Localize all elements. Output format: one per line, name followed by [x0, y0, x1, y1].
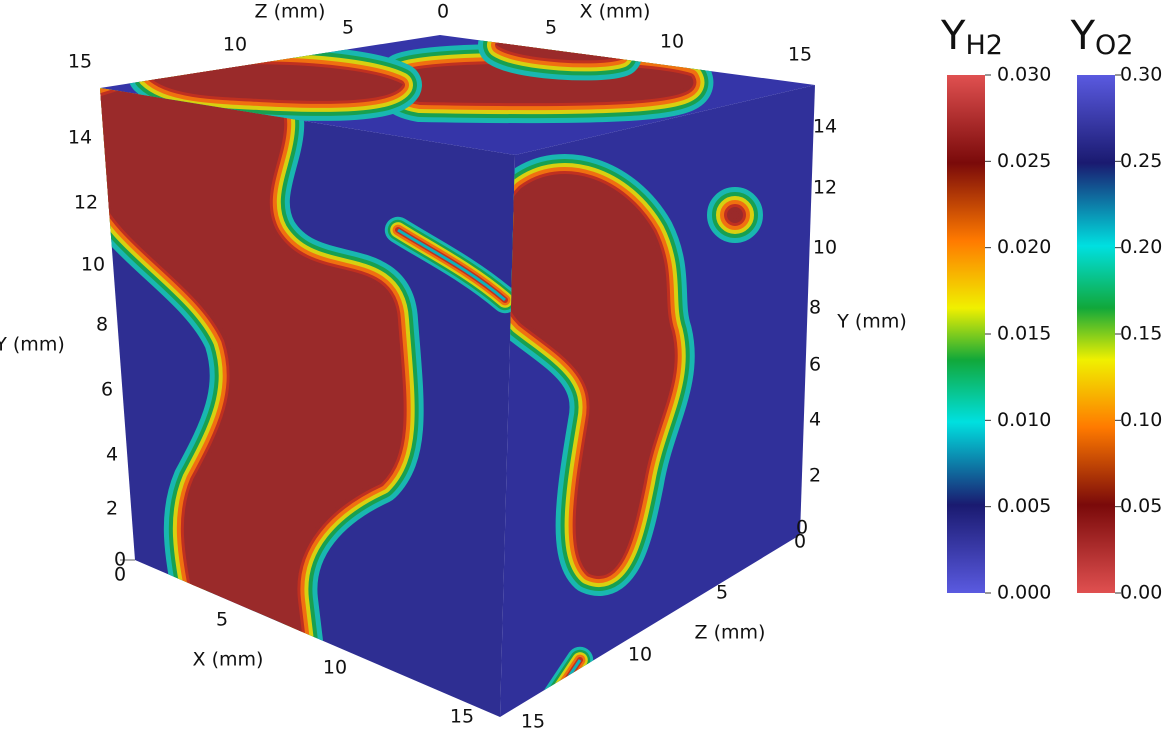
tick-label: 4 — [106, 444, 118, 466]
axis-label: Y (mm) — [0, 334, 65, 356]
colorbar-label: 0.030 — [997, 64, 1051, 86]
tick-label: 10 — [628, 644, 652, 666]
colorbar-label: 0.05 — [1120, 495, 1162, 517]
colorbar-label: 0.20 — [1120, 236, 1162, 258]
contour-core — [397, 228, 506, 302]
field-blob — [707, 187, 763, 243]
tick-label: 5 — [342, 17, 354, 39]
tick-label: 2 — [106, 498, 118, 520]
tick-label: 14 — [68, 127, 92, 149]
colorbar — [1077, 75, 1115, 593]
contour-core — [100, 88, 404, 653]
tick-label: 12 — [813, 177, 837, 199]
colorbar-title: YO2 — [1070, 13, 1134, 61]
contour-core — [727, 207, 744, 223]
tick-label: 0 — [794, 531, 806, 553]
colorbar-label: 0.010 — [997, 409, 1051, 431]
tick-label: 12 — [74, 192, 98, 214]
colorbar-label: 0.25 — [1120, 150, 1162, 172]
axis-label: X (mm) — [580, 1, 651, 23]
colorbar-label: 0.000 — [997, 582, 1051, 604]
contour-core — [500, 174, 675, 576]
colorbar-label: 0.005 — [997, 495, 1051, 517]
tick-label: 10 — [660, 31, 684, 53]
axis-label: X (mm) — [193, 649, 264, 671]
field-blob — [100, 88, 424, 672]
colorbar-title: YH2 — [940, 13, 1003, 61]
tick-label: 15 — [68, 51, 92, 73]
tick-label: 6 — [809, 354, 821, 376]
tick-label: 14 — [813, 116, 837, 138]
colorbar-label: 0.015 — [997, 323, 1051, 345]
tick-label: 10 — [223, 34, 247, 56]
tick-label: 15 — [450, 706, 474, 728]
cube — [100, 35, 815, 717]
tick-label: 6 — [101, 379, 113, 401]
field-blob — [478, 35, 642, 81]
field-blob — [384, 216, 515, 314]
contour-core — [145, 64, 403, 101]
tick-label: 0 — [437, 1, 449, 23]
tick-label: 10 — [81, 254, 105, 276]
tick-label: 15 — [788, 44, 812, 66]
tick-label: 8 — [96, 314, 108, 336]
field-blob — [128, 44, 422, 121]
tick-label: 0 — [796, 517, 808, 539]
tick-label: 2 — [809, 465, 821, 487]
colorbar — [947, 75, 985, 593]
colorbar-label: 0.025 — [997, 150, 1051, 172]
tick-label: 4 — [809, 409, 821, 431]
tick-label: 10 — [323, 657, 347, 679]
field-blob — [500, 154, 695, 596]
colorbar-label: 0.020 — [997, 236, 1051, 258]
colorbar-label: 0.10 — [1120, 409, 1162, 431]
tick-label: 15 — [521, 711, 545, 733]
tick-label: 5 — [216, 609, 228, 631]
colorbar-label: 0.00 — [1120, 582, 1162, 604]
axis-label: Z (mm) — [695, 622, 766, 644]
colorbar-label: 0.30 — [1120, 64, 1162, 86]
colorbar-label: 0.15 — [1120, 323, 1162, 345]
tick-label: 5 — [545, 17, 557, 39]
tick-label: 10 — [813, 237, 837, 259]
axis-label: Y (mm) — [836, 311, 907, 333]
tick-label: 8 — [809, 297, 821, 319]
tick-label: 5 — [716, 582, 728, 604]
axis-label: Z (mm) — [255, 1, 326, 23]
tick-label: 0 — [114, 549, 126, 571]
tick-label: 0 — [114, 564, 126, 586]
